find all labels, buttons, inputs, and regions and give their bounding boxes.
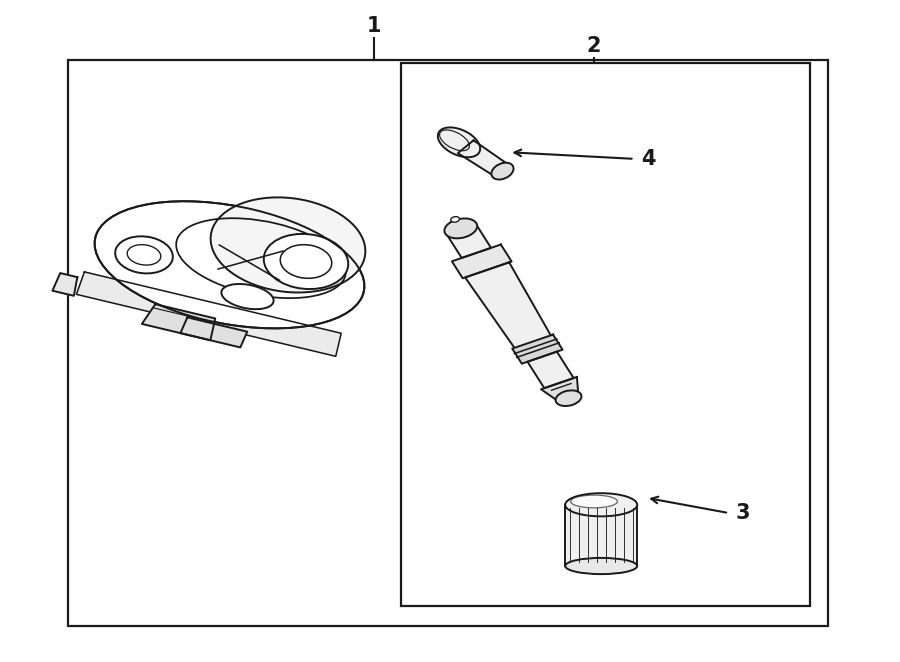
Ellipse shape [491, 163, 514, 179]
Text: 2: 2 [587, 36, 601, 56]
Polygon shape [512, 334, 562, 363]
Bar [400, 63, 810, 606]
Ellipse shape [211, 197, 365, 293]
Polygon shape [452, 244, 511, 278]
Polygon shape [180, 317, 248, 348]
Ellipse shape [221, 284, 274, 309]
Text: 3: 3 [735, 503, 750, 523]
Polygon shape [446, 223, 491, 258]
Ellipse shape [115, 236, 173, 273]
Ellipse shape [445, 218, 477, 238]
Text: 1: 1 [366, 17, 381, 36]
Polygon shape [565, 505, 637, 566]
Ellipse shape [437, 127, 481, 158]
Text: 4: 4 [641, 149, 655, 169]
Ellipse shape [555, 391, 581, 406]
Polygon shape [465, 262, 553, 352]
Polygon shape [52, 273, 77, 296]
Ellipse shape [264, 234, 348, 289]
Ellipse shape [451, 216, 459, 222]
Polygon shape [541, 377, 579, 402]
Bar [68, 60, 828, 626]
Polygon shape [142, 304, 215, 340]
Polygon shape [76, 272, 341, 356]
Ellipse shape [94, 201, 365, 328]
Polygon shape [527, 352, 573, 388]
Ellipse shape [571, 495, 617, 508]
Ellipse shape [565, 558, 637, 574]
Polygon shape [458, 140, 509, 177]
Ellipse shape [565, 493, 637, 516]
